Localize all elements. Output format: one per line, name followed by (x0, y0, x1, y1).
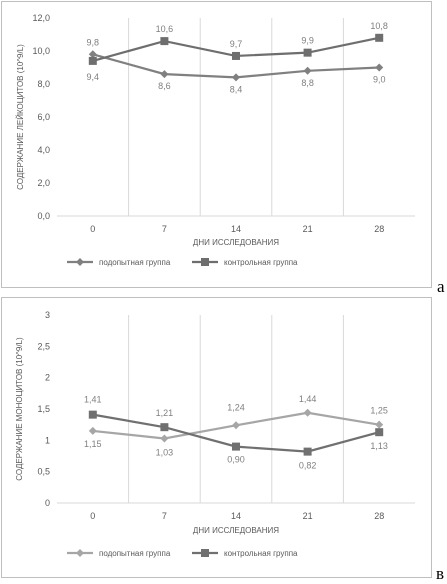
x-tick-label: 21 (303, 511, 313, 521)
x-axis-title: ДНИ ИССЛЕДОВАНИЯ (193, 238, 279, 247)
y-tick-label: 12,0 (32, 13, 50, 23)
y-tick-label: 2 (45, 373, 50, 383)
x-tick-label: 14 (231, 511, 241, 521)
x-tick-label: 28 (374, 511, 384, 521)
x-tick-label: 14 (231, 224, 241, 234)
x-tick-label: 21 (303, 224, 313, 234)
panel-letter-a: а (437, 277, 445, 296)
data-point-diamond (303, 66, 312, 75)
legend-label: подопытная группа (99, 549, 171, 558)
y-tick-label: 4,0 (37, 145, 50, 155)
legend-label: контрольная группа (224, 258, 298, 267)
data-label: 10,8 (370, 21, 388, 31)
data-label: 1,25 (370, 406, 388, 416)
data-label: 8,6 (158, 81, 171, 91)
y-axis-title: СОДЕРЖАНИЕ ЛЕЙКОЦИТОВ (10^9/L) (16, 44, 25, 190)
data-point-square (88, 56, 97, 65)
data-label: 0,82 (299, 461, 317, 471)
data-label: 1,15 (84, 439, 102, 449)
data-point-diamond (375, 63, 384, 72)
x-tick-label: 7 (162, 224, 167, 234)
data-point-square (303, 48, 312, 57)
legend-label: подопытная группа (99, 258, 171, 267)
x-tick-label: 7 (162, 511, 167, 521)
y-tick-label: 10,0 (32, 46, 50, 56)
x-tick-label: 0 (90, 224, 95, 234)
legend-marker-diamond (76, 258, 84, 266)
data-point-diamond (160, 70, 169, 79)
data-label: 9,0 (373, 75, 386, 85)
data-label: 0,90 (227, 455, 245, 465)
data-point-diamond (375, 420, 384, 429)
y-tick-label: 1,5 (37, 404, 50, 414)
panel-letter-b: в (436, 564, 445, 583)
data-point-diamond (88, 426, 97, 435)
y-tick-label: 1 (45, 435, 50, 445)
chart-panel-leukocytes: 0,0 2,0 4,0 6,0 8,0 10,0 12,0 0 7 14 21 28 СОДЕРЖАНИ… (1, 1, 432, 288)
data-label: 8,8 (301, 78, 314, 88)
legend-label: контрольная группа (224, 549, 298, 558)
x-tick-label: 0 (90, 511, 95, 521)
data-point-diamond (160, 434, 169, 443)
legend-marker-square (201, 549, 209, 557)
data-label: 9,4 (87, 72, 100, 82)
data-point-diamond (232, 421, 240, 430)
legend-marker-square (201, 258, 209, 266)
y-tick-label: 0,0 (37, 211, 50, 221)
data-label: 1,13 (370, 441, 388, 451)
data-point-diamond (303, 408, 312, 417)
leukocytes-chart: 0,0 2,0 4,0 6,0 8,0 10,0 12,0 0 7 14 21 28 СОДЕРЖАНИ… (16, 13, 415, 267)
data-point-square (88, 410, 97, 419)
y-tick-label: 3 (45, 310, 50, 320)
y-tick-label: 2,5 (37, 341, 50, 351)
data-label: 10,6 (156, 24, 174, 34)
data-point-square (160, 37, 169, 46)
data-point-square (232, 51, 240, 60)
legend-marker-diamond (76, 549, 84, 557)
data-label: 9,9 (301, 36, 314, 46)
data-point-square (375, 428, 384, 437)
x-axis-title: ДНИ ИССЛЕДОВАНИЯ (193, 526, 279, 535)
y-tick-label: 0,5 (37, 467, 50, 477)
data-label: 1,21 (156, 408, 174, 418)
data-label: 9,7 (230, 39, 243, 49)
data-label: 1,44 (299, 394, 317, 404)
data-label: 8,4 (230, 84, 243, 94)
data-point-square (375, 33, 384, 42)
y-tick-label: 2,0 (37, 178, 50, 188)
y-tick-label: 8,0 (37, 79, 50, 89)
chart-panel-monocytes: 0 0,5 1 1,5 2 2,5 3 0 7 14 21 28 СОДЕРЖАНИЕ МОНОЦИТО… (1, 297, 432, 578)
data-label: 9,8 (87, 37, 100, 47)
data-point-square (160, 423, 169, 432)
y-tick-label: 0 (45, 498, 50, 508)
data-point-diamond (88, 50, 97, 59)
y-tick-label: 6,0 (37, 112, 50, 122)
data-point-square (232, 442, 240, 451)
data-label: 1,41 (84, 395, 102, 405)
data-point-diamond (232, 73, 240, 82)
data-point-square (303, 447, 312, 456)
y-axis-title: СОДЕРЖАНИЕ МОНОЦИТОВ (10^9/L) (15, 337, 24, 481)
data-label: 1,03 (156, 447, 174, 457)
data-label: 1,24 (227, 402, 245, 412)
x-tick-label: 28 (374, 224, 384, 234)
monocytes-chart: 0 0,5 1 1,5 2 2,5 3 0 7 14 21 28 СОДЕРЖАНИЕ МОНОЦИТО… (15, 310, 415, 558)
